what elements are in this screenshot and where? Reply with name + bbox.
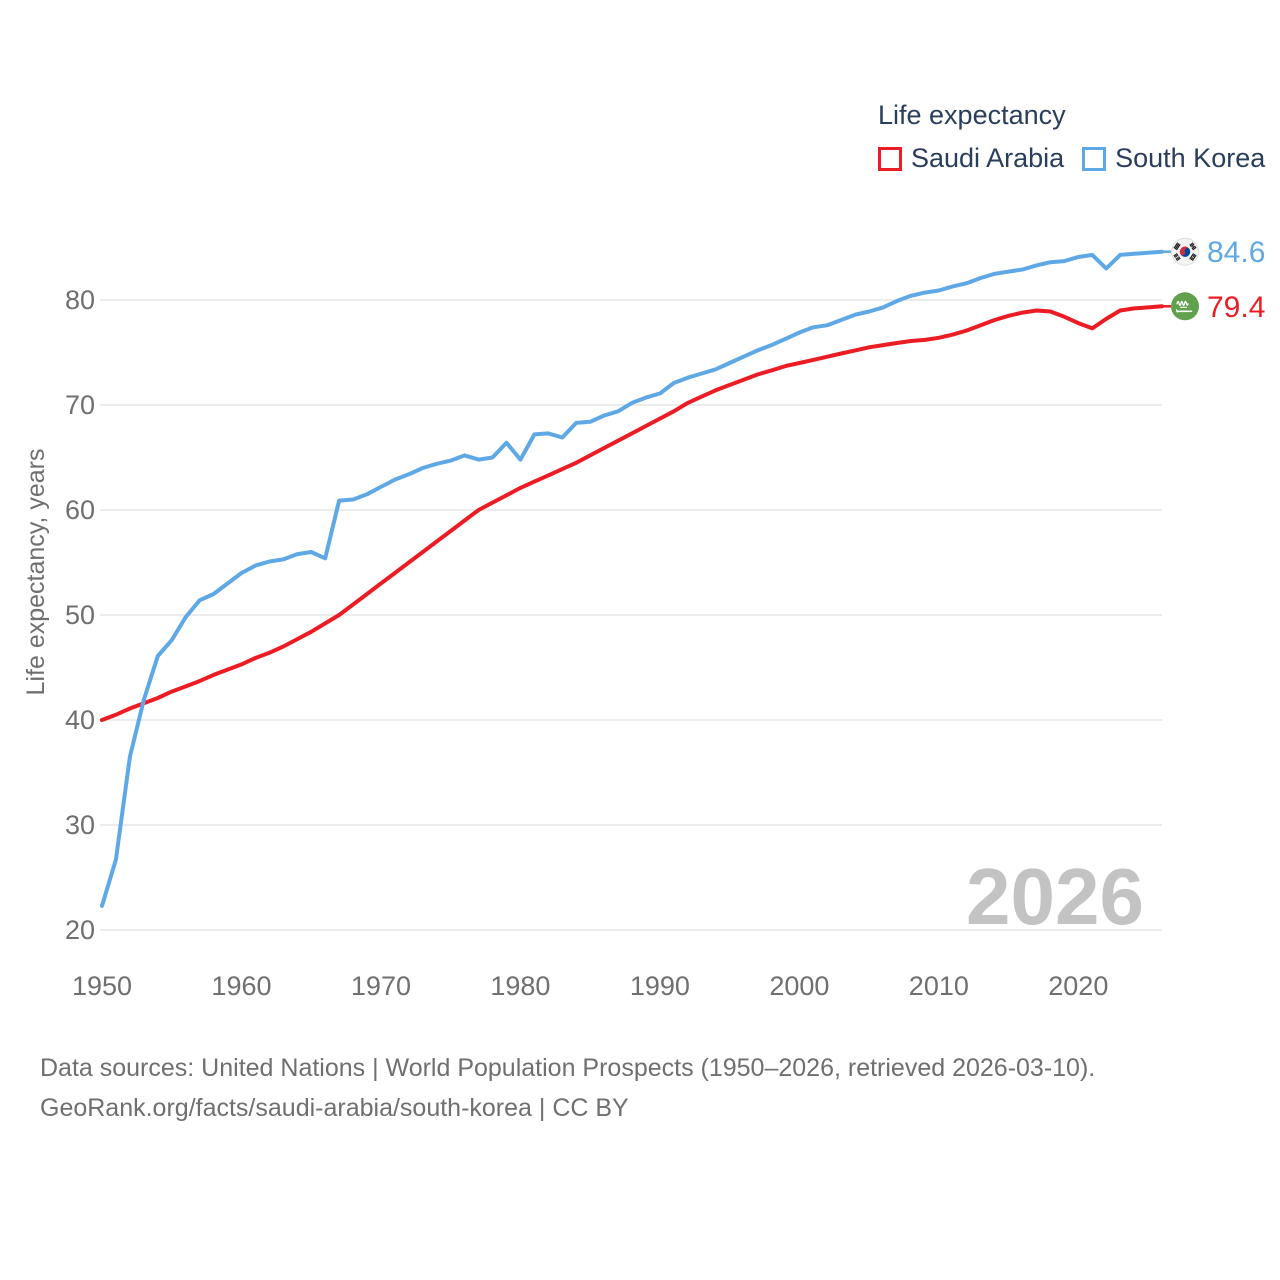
legend-item-saudi-arabia[interactable]: Saudi Arabia: [878, 143, 1064, 174]
legend-label-south-korea: South Korea: [1115, 143, 1266, 173]
watermark-year: 2026: [966, 852, 1144, 941]
legend: Life expectancy Saudi Arabia South Korea: [878, 100, 1265, 174]
y-tick-label-60: 60: [65, 495, 95, 525]
data-source-footer: Data sources: United Nations | World Pop…: [40, 1048, 1095, 1128]
x-tick-label-1980: 1980: [490, 971, 550, 1001]
life-expectancy-chart: 2026 20 30 40 50 60 70 80 1950 1960 1970 1980 1990…: [22, 236, 1265, 1001]
south-korea-flag-icon: [1171, 237, 1199, 266]
series-line-saudi-arabia[interactable]: [100, 304, 1164, 722]
gridlines: [100, 299, 1162, 931]
y-tick-label-40: 40: [65, 705, 95, 735]
x-tick-label-1990: 1990: [630, 971, 690, 1001]
x-tick-label-2000: 2000: [769, 971, 829, 1001]
y-tick-label-30: 30: [65, 810, 95, 840]
saudi-arabia-flag-icon: [1171, 292, 1199, 321]
y-tick-label-20: 20: [65, 915, 95, 945]
footer-line-2: GeoRank.org/facts/saudi-arabia/south-kor…: [40, 1094, 629, 1122]
legend-swatch-saudi-arabia: [878, 146, 902, 171]
series-line-south-korea[interactable]: [100, 249, 1164, 908]
x-tick-label-1950: 1950: [72, 971, 132, 1001]
footer-line-1: Data sources: United Nations | World Pop…: [40, 1054, 1096, 1082]
y-axis-tick-labels: 20 30 40 50 60 70 80: [65, 285, 95, 945]
x-tick-label-1960: 1960: [211, 971, 271, 1001]
x-axis-tick-labels: 1950 1960 1970 1980 1990 2000 2010 2020: [72, 971, 1108, 1001]
legend-items: Saudi Arabia South Korea: [878, 143, 1265, 174]
y-tick-label-70: 70: [65, 390, 95, 420]
legend-title: Life expectancy: [878, 100, 1066, 130]
x-tick-label-2010: 2010: [909, 971, 969, 1001]
y-axis-title: Life expectancy, years: [22, 449, 50, 696]
end-value-label-south-korea: 84.6: [1207, 236, 1265, 269]
x-tick-label-1970: 1970: [351, 971, 411, 1001]
y-tick-label-50: 50: [65, 600, 95, 630]
y-tick-label-80: 80: [65, 285, 95, 315]
legend-label-saudi-arabia: Saudi Arabia: [911, 143, 1065, 173]
legend-item-south-korea[interactable]: South Korea: [1082, 143, 1265, 174]
end-value-label-saudi-arabia: 79.4: [1207, 291, 1265, 324]
x-tick-label-2020: 2020: [1048, 971, 1108, 1001]
legend-swatch-south-korea: [1082, 146, 1107, 171]
